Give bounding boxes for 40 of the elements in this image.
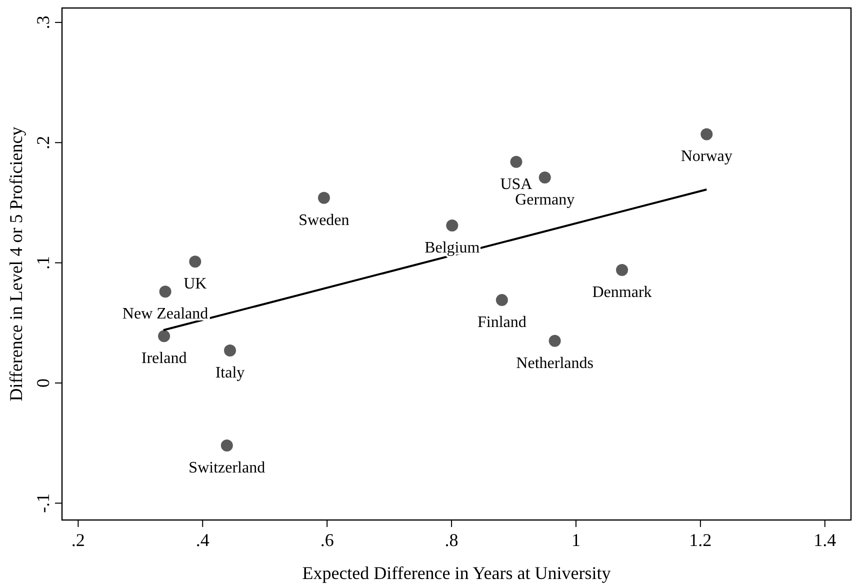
annotation: Norway (680, 148, 732, 166)
point (548, 334, 561, 347)
x-tick-label: 1.2 (689, 530, 712, 550)
annotation: Switzerland (188, 459, 266, 476)
annotation: UK (184, 276, 208, 293)
point (700, 128, 713, 140)
x-tick-label: 1 (571, 530, 580, 550)
point (224, 344, 236, 357)
annotation: Germany (515, 191, 575, 208)
annotation: Denmark (592, 284, 652, 302)
point (189, 256, 202, 268)
annotation: Belgium (424, 240, 480, 257)
y-tick-label: 0 (33, 378, 53, 388)
y-tick-label: .2 (33, 136, 53, 150)
annotation: New Zealand (122, 306, 208, 323)
y-tick-label: -.1 (33, 493, 53, 513)
annotation: USA (500, 176, 533, 193)
annotation: Finland (477, 314, 526, 332)
point (220, 439, 233, 452)
x-axis-title: Expected Difference in Years at University (302, 563, 611, 583)
annotation: Italy (215, 364, 245, 382)
point (318, 192, 330, 204)
annotation: Netherlands (516, 354, 594, 372)
point (616, 264, 628, 276)
x-tick-label: 1.4 (814, 530, 836, 550)
y-tick-label: .3 (33, 16, 53, 30)
x-tick-label: .4 (196, 530, 210, 550)
y-tick-label: .1 (33, 256, 53, 270)
annotation: Sweden (298, 212, 350, 229)
point (496, 294, 508, 306)
x-tick-label: .2 (71, 530, 85, 550)
x-tick-label: .8 (444, 530, 458, 550)
x-tick-label: .6 (320, 530, 334, 550)
annotation: Ireland (141, 350, 187, 368)
point (538, 171, 551, 184)
point (446, 220, 458, 232)
point (159, 286, 172, 298)
point (510, 156, 522, 168)
y-axis-title: Difference in Level 4 or 5 Proficiency (6, 126, 26, 402)
point (158, 330, 170, 342)
